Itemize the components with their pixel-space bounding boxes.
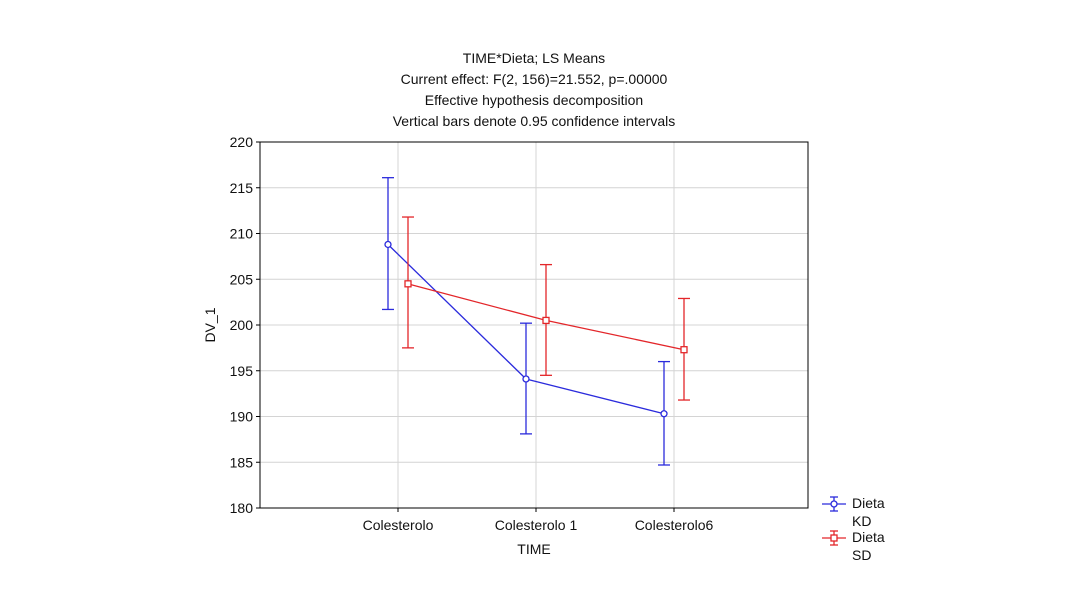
- data-point: [522, 375, 530, 383]
- y-axis-label: DV_1: [202, 307, 218, 342]
- y-tick-label: 195: [230, 363, 254, 379]
- y-tick-label: 220: [230, 134, 254, 150]
- y-tick-label: 205: [230, 271, 254, 287]
- series-group: [382, 177, 690, 466]
- legend-marker: [830, 500, 838, 508]
- y-tick-label: 200: [230, 317, 254, 333]
- y-tick-label: 180: [230, 500, 254, 516]
- chart-title-line-1: TIME*Dieta; LS Means: [462, 50, 606, 66]
- chart-title: TIME*Dieta; LS Means Current effect: F(2…: [260, 48, 808, 132]
- x-axis-label: TIME: [517, 541, 550, 557]
- legend-label-line-2: SD: [852, 547, 871, 563]
- legend-label-line-1: Dieta: [852, 495, 885, 511]
- data-point: [542, 316, 550, 325]
- legend-label-line-2: KD: [852, 513, 871, 529]
- x-axis: Colesterolo Colesterolo 1 Colesterolo6: [363, 508, 714, 533]
- grid-lines: [260, 142, 808, 508]
- data-point: [404, 280, 412, 288]
- x-tick-label: Colesterolo: [363, 517, 434, 533]
- legend-item-kd: Dieta KD: [822, 495, 885, 529]
- chart-title-line-3: Effective hypothesis decomposition: [424, 92, 644, 108]
- series-kd: [382, 177, 670, 466]
- y-tick-label: 190: [230, 409, 254, 425]
- x-tick-label: Colesterolo6: [635, 517, 714, 533]
- series-sd: [402, 216, 690, 401]
- y-tick-label: 185: [230, 454, 254, 470]
- y-tick-label: 215: [230, 180, 254, 196]
- legend-marker: [830, 534, 838, 542]
- data-point: [660, 410, 668, 418]
- y-axis: 180 185 190 195 200 205 210 215 220: [230, 134, 260, 516]
- data-point: [384, 240, 392, 249]
- chart-title-line-4: Vertical bars denote 0.95 confidence int…: [392, 113, 676, 129]
- data-point: [680, 346, 688, 354]
- y-tick-label: 210: [230, 226, 254, 242]
- legend-label-line-1: Dieta: [852, 529, 885, 545]
- x-tick-label: Colesterolo 1: [495, 517, 578, 533]
- legend-item-sd: Dieta SD: [822, 529, 885, 563]
- chart-title-line-2: Current effect: F(2, 156)=21.552, p=.000…: [400, 71, 668, 87]
